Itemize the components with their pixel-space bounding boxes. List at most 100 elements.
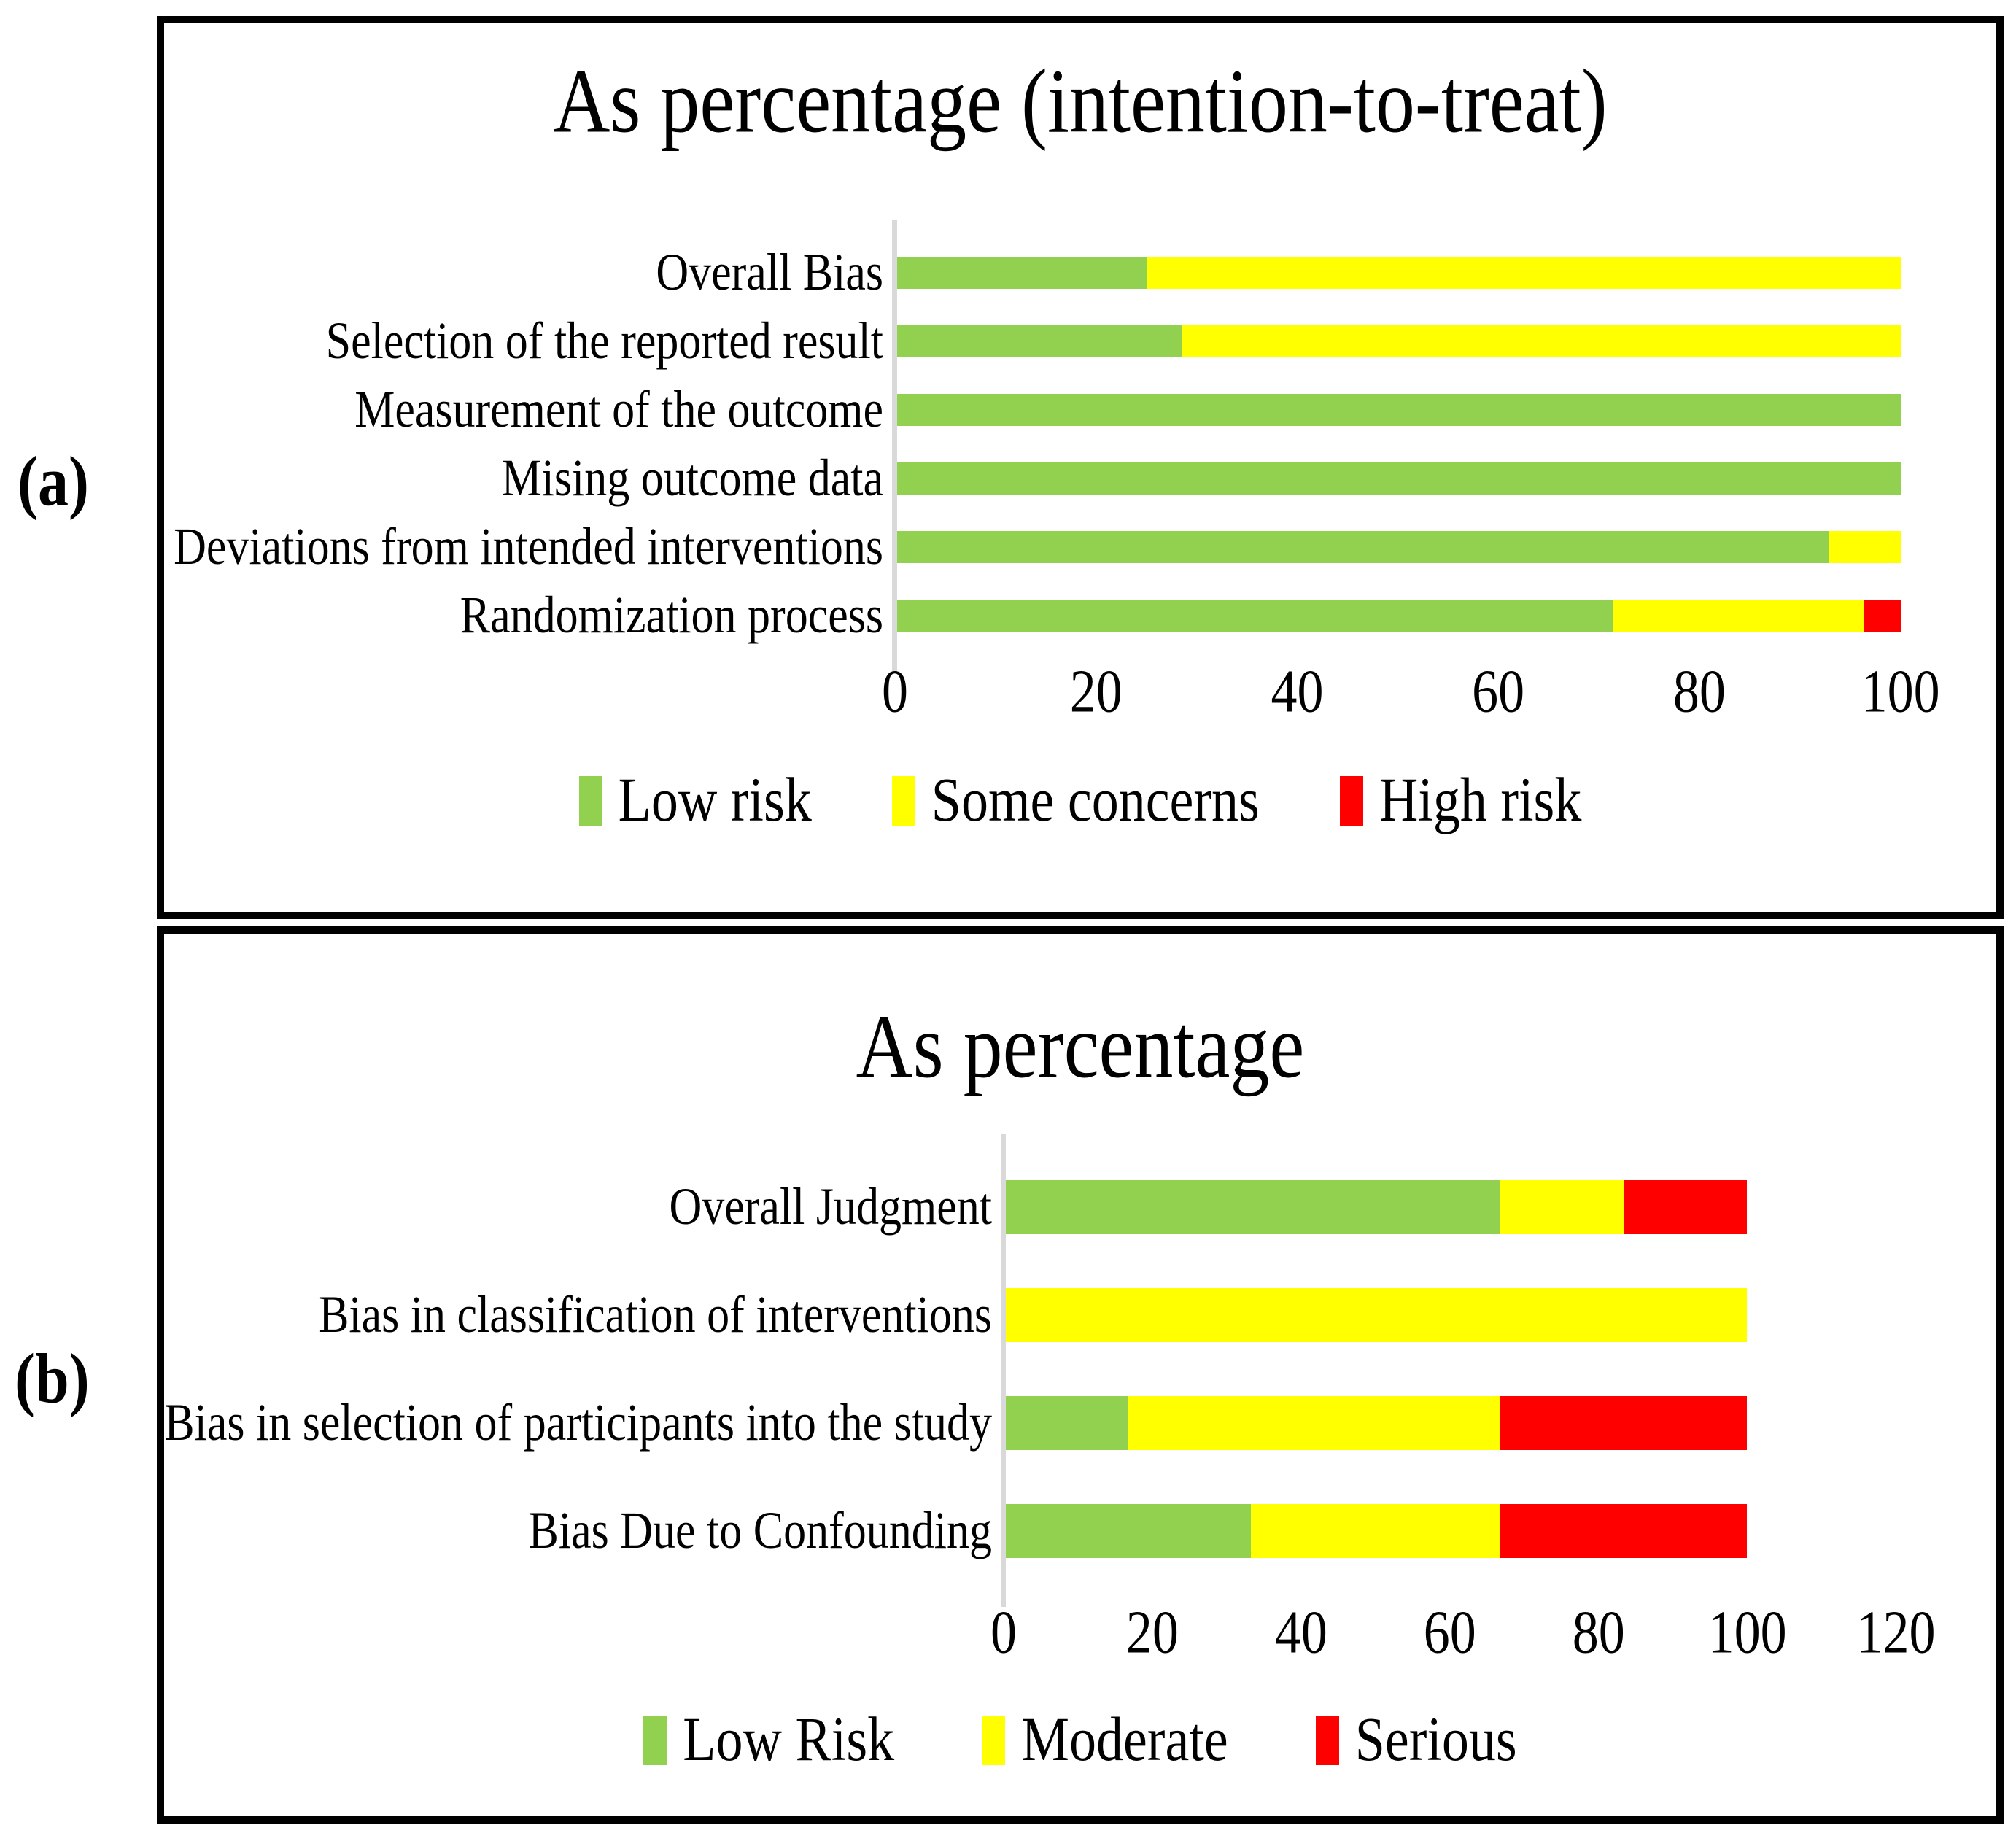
bar-segment-low-risk — [895, 257, 1147, 289]
bar-segment-moderate — [1251, 1504, 1500, 1558]
x-tick-label: 100 — [1861, 657, 1940, 726]
legend-swatch-icon — [643, 1715, 667, 1765]
x-tick-label: 40 — [1271, 657, 1324, 726]
category-labels: Overall Judgment Bias in classification o… — [164, 1153, 1004, 1691]
category-label: Bias in classification of interventions — [319, 1285, 992, 1344]
bar-segment-some-concerns — [1182, 325, 1901, 357]
panel-marker-b: (b) — [15, 1339, 90, 1419]
legend-label: Moderate — [1021, 1705, 1228, 1775]
chart-title: As percentage — [856, 996, 1305, 1098]
bar-track — [895, 257, 1901, 289]
plot-rows — [895, 239, 1996, 650]
category-row: Measurement of the outcome — [164, 376, 895, 444]
plot-rows-wrap — [1001, 1134, 1996, 1607]
x-tick-label: 0 — [882, 657, 908, 726]
bar-row — [895, 239, 1996, 307]
plot-rows-wrap — [892, 220, 1996, 672]
bar-segment-low-risk — [1004, 1396, 1128, 1450]
category-row: Deviations from intended interventions — [164, 513, 895, 581]
bar-segment-moderate — [1499, 1180, 1624, 1234]
bar-track — [1004, 1504, 1748, 1558]
bar-row — [895, 581, 1996, 650]
bar-segment-serious — [1499, 1504, 1748, 1558]
plot-area: 0 20 40 60 80 100 — [882, 220, 1996, 743]
category-row: Randomization process — [164, 581, 895, 650]
legend-item: Some concerns — [891, 765, 1260, 834]
x-tick-label: 100 — [1707, 1598, 1787, 1667]
bar-segment-some-concerns — [1829, 531, 1901, 563]
bar-segment-moderate — [1128, 1396, 1500, 1450]
bar-track — [895, 462, 1901, 495]
bar-segment-moderate — [1004, 1288, 1748, 1342]
bar-row — [1004, 1369, 1996, 1477]
bar-track — [1004, 1396, 1748, 1450]
legend-item: Low Risk — [643, 1705, 894, 1774]
legend-item: Serious — [1315, 1705, 1517, 1774]
bar-segment-some-concerns — [1613, 600, 1864, 632]
legend-label: Low risk — [618, 765, 812, 835]
bar-segment-low-risk — [895, 325, 1183, 357]
x-tick-label: 60 — [1472, 657, 1525, 726]
bar-track — [895, 394, 1901, 426]
category-row: Overall Bias — [164, 239, 895, 307]
legend-swatch-icon — [1315, 1715, 1339, 1765]
legend-label: Some concerns — [931, 765, 1260, 835]
category-label: Measurement of the outcome — [354, 380, 883, 438]
x-axis-ticks: 0 20 40 60 80 100 120 — [990, 1599, 1936, 1691]
bar-segment-serious — [1499, 1396, 1748, 1450]
category-labels: Overall Bias Selection of the reported re… — [164, 239, 895, 743]
bar-segment-serious — [1624, 1180, 1748, 1234]
panel-marker-a: (a) — [18, 442, 89, 522]
chart-title: As percentage (intention-to-treat) — [553, 51, 1608, 152]
category-row: Bias in classification of interventions — [164, 1261, 1004, 1369]
legend: Low Risk Moderate Serious — [164, 1705, 1996, 1774]
legend: Low risk Some concerns High risk — [164, 765, 1996, 834]
bar-track — [1004, 1180, 1748, 1234]
plot-area: 0 20 40 60 80 100 120 — [990, 1134, 1996, 1691]
bar-segment-high-risk — [1864, 600, 1901, 632]
category-label: Overall Judgment — [669, 1177, 992, 1236]
x-tick-label: 120 — [1856, 1598, 1936, 1667]
legend-item: Moderate — [982, 1705, 1228, 1774]
bar-segment-low-risk — [895, 394, 1901, 426]
x-tick-label: 20 — [1069, 657, 1123, 726]
category-label: Selection of the reported result — [325, 311, 883, 370]
bar-track — [895, 531, 1901, 563]
category-label: Bias Due to Confounding — [528, 1501, 992, 1559]
category-row: Selection of the reported result — [164, 307, 895, 376]
bar-row — [1004, 1261, 1996, 1369]
x-tick-label: 20 — [1125, 1598, 1179, 1667]
category-label: Deviations from intended interventions — [174, 517, 883, 576]
legend-swatch-icon — [1339, 775, 1363, 826]
y-axis-line — [892, 220, 897, 672]
legend-swatch-icon — [578, 775, 602, 826]
bar-row — [895, 513, 1996, 581]
category-label: Randomization process — [460, 586, 883, 644]
bar-row — [895, 307, 1996, 376]
bar-row — [895, 376, 1996, 444]
legend-item: Low risk — [578, 765, 812, 834]
category-row: Overall Judgment — [164, 1153, 1004, 1261]
category-label: Overall Bias — [656, 243, 883, 301]
x-tick-label: 0 — [990, 1598, 1017, 1667]
bar-track — [895, 325, 1901, 357]
x-axis-ticks: 0 20 40 60 80 100 — [882, 658, 1940, 743]
x-tick-label: 80 — [1672, 657, 1726, 726]
legend-label: Low Risk — [683, 1705, 895, 1775]
bar-row — [1004, 1477, 1996, 1585]
y-axis-line — [1001, 1134, 1006, 1607]
legend-swatch-icon — [891, 775, 915, 826]
bar-segment-some-concerns — [1146, 257, 1901, 289]
category-label: Bias in selection of participants into t… — [164, 1393, 992, 1452]
bar-row — [895, 444, 1996, 513]
legend-item: High risk — [1339, 765, 1581, 834]
chart-area: Overall Bias Selection of the reported re… — [164, 220, 1996, 743]
panel-a: As percentage (intention-to-treat) Overa… — [157, 16, 2004, 919]
category-row: Mising outcome data — [164, 444, 895, 513]
chart-area: Overall Judgment Bias in classification o… — [164, 1134, 1996, 1691]
category-label: Mising outcome data — [501, 449, 883, 507]
legend-label: High risk — [1379, 765, 1582, 835]
bar-track — [1004, 1288, 1748, 1342]
legend-swatch-icon — [982, 1715, 1006, 1765]
